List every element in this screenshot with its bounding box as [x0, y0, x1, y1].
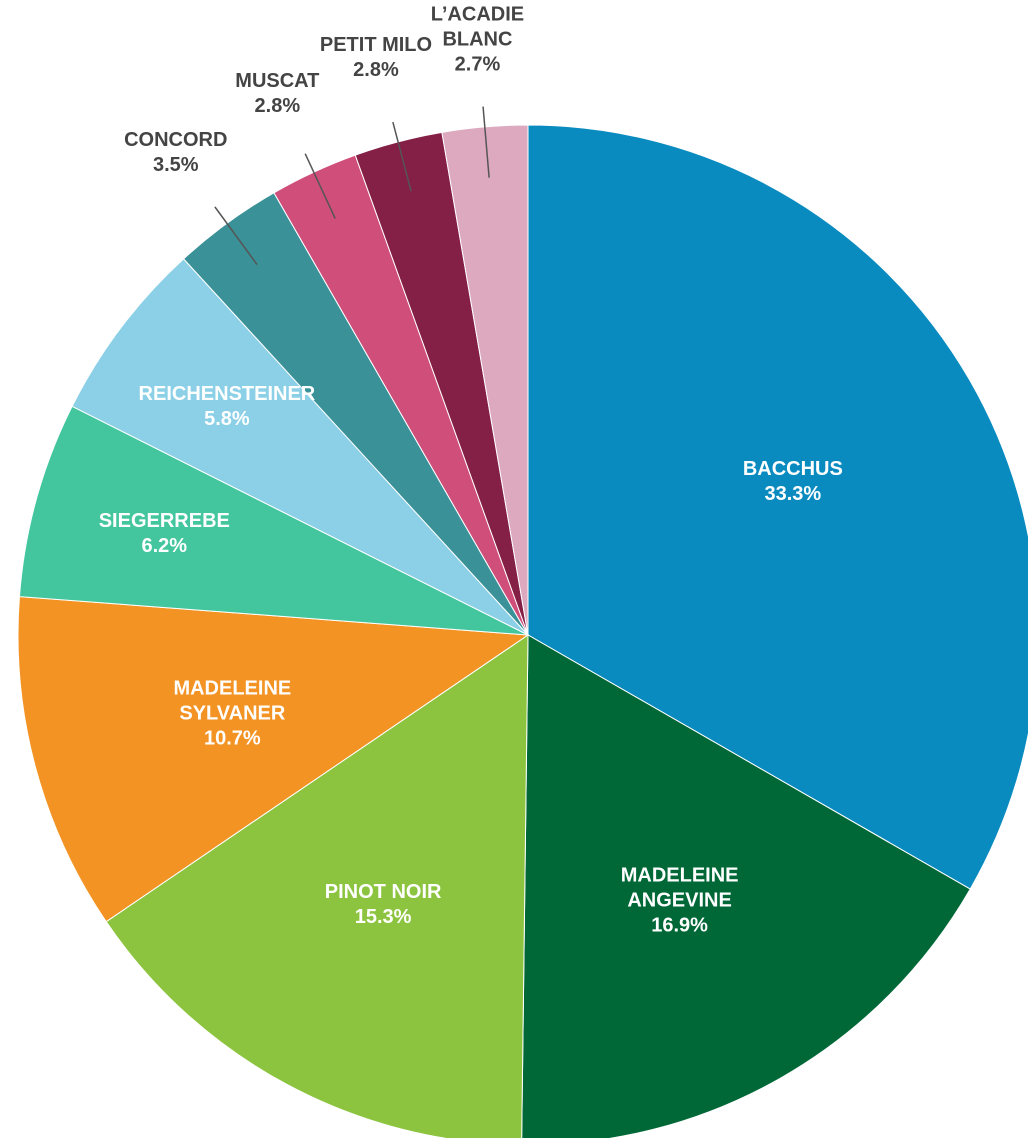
category-label: MADELEINE ANGEVINE: [620, 864, 739, 912]
pie-slice: [521, 634, 971, 1138]
slice-label: BACCHUS 33.3%: [743, 457, 843, 507]
slice-label: REICHENSTEINER 5.8%: [139, 382, 316, 432]
slice-label: MADELEINE SYLVANER 10.7%: [173, 676, 291, 751]
pie-slice: [71, 258, 529, 636]
pie-slice: [527, 124, 1028, 890]
pie-slice: [18, 405, 529, 636]
value-label: 15.3%: [354, 905, 412, 928]
category-label: REICHENSTEINER: [138, 383, 316, 406]
slice-label: SIEGERREBE 6.2%: [99, 509, 230, 559]
leader-line: [392, 121, 412, 192]
slice-label: MUSCAT 2.8%: [235, 69, 319, 119]
value-label: 2.8%: [254, 94, 301, 117]
slice-label: PETIT MILO 2.8%: [320, 33, 432, 83]
leader-line: [482, 106, 490, 178]
slice-label: L’ACADIE BLANC 2.7%: [431, 3, 524, 78]
category-label: MADELEINE SYLVANER: [173, 677, 292, 725]
value-label: 16.9%: [651, 914, 708, 937]
category-label: PINOT NOIR: [324, 880, 442, 903]
value-label: 3.5%: [152, 154, 199, 177]
value-label: 2.7%: [454, 53, 501, 76]
slice-label: MADELEINE ANGEVINE 16.9%: [621, 863, 739, 938]
pie-slice: [105, 634, 529, 1138]
value-label: 5.8%: [204, 408, 250, 431]
slice-label: PINOT NOIR 15.3%: [325, 880, 442, 930]
value-label: 10.7%: [203, 727, 261, 750]
value-label: 33.3%: [764, 482, 822, 505]
value-label: 6.2%: [141, 535, 188, 558]
leader-line: [304, 153, 336, 219]
category-label: CONCORD: [124, 129, 228, 152]
leader-line: [214, 206, 258, 265]
category-label: L’ACADIE BLANC: [430, 3, 525, 51]
pie-slice: [17, 596, 530, 923]
category-label: PETIT MILO: [319, 33, 433, 56]
category-label: MUSCAT: [235, 69, 320, 92]
slice-label: CONCORD 3.5%: [124, 128, 227, 178]
category-label: SIEGERREBE: [98, 510, 230, 533]
category-label: BACCHUS: [742, 457, 843, 480]
value-label: 2.8%: [353, 58, 399, 81]
